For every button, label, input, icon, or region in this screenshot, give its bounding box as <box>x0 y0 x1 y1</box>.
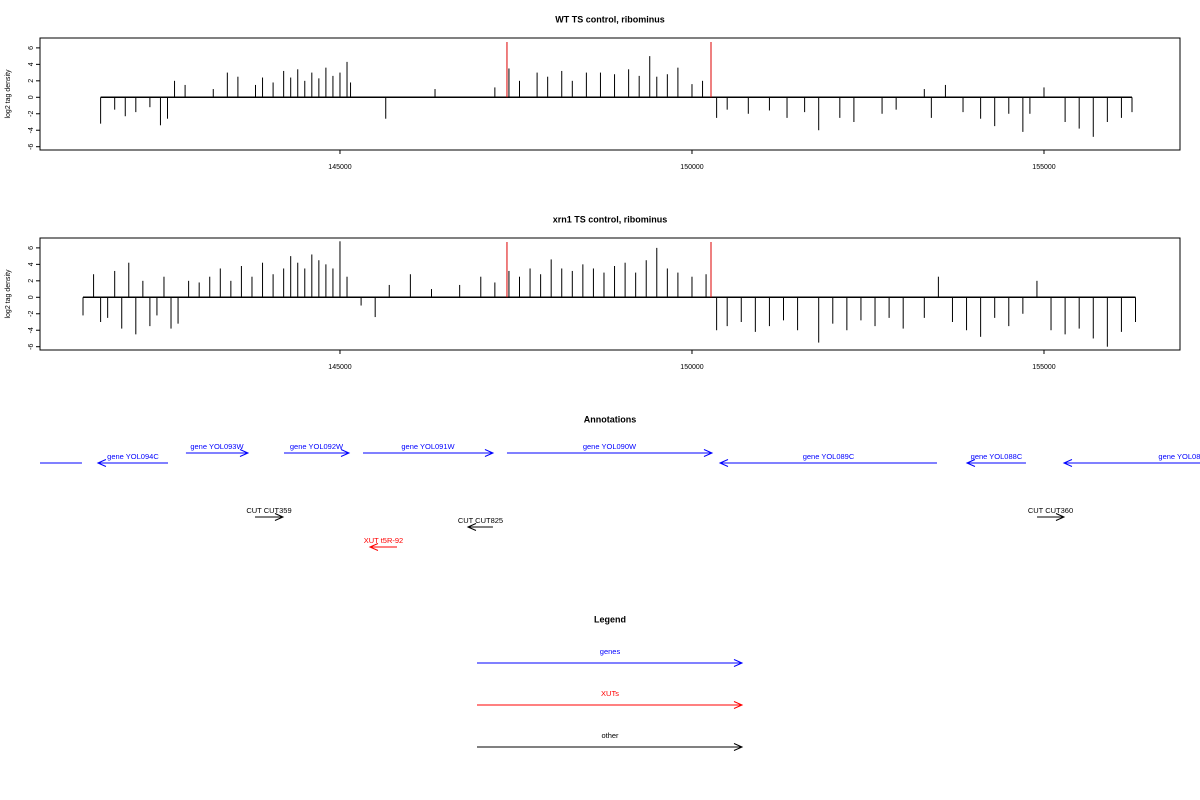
panel-title: WT TS control, ribominus <box>555 14 665 24</box>
feature-arrow <box>185 449 250 457</box>
arrow-head <box>733 701 744 709</box>
y-tick-label: 6 <box>28 46 35 50</box>
feature-label: gene YOL092W <box>290 442 344 451</box>
legend-label: other <box>601 731 619 740</box>
arrow-head <box>96 459 107 467</box>
y-axis-title: log2 tag density <box>5 269 12 319</box>
feature-arrow <box>1037 513 1066 521</box>
arrow-head <box>1055 513 1066 521</box>
x-tick-label: 145000 <box>328 364 351 371</box>
y-tick-label: -6 <box>28 143 35 149</box>
y-tick-label: 0 <box>28 295 35 299</box>
x-tick-label: 150000 <box>680 164 703 171</box>
x-tick-label: 155000 <box>1032 164 1055 171</box>
feature-label: CUT CUT360 <box>1028 506 1073 515</box>
feature-label: CUT CUT359 <box>246 506 291 515</box>
arrow-head <box>484 449 495 457</box>
arrow-head <box>965 459 976 467</box>
feature-label: gene YOL091W <box>401 442 455 451</box>
y-tick-label: -4 <box>28 327 35 333</box>
feature-arrow <box>965 459 1026 467</box>
arrow-head <box>239 449 250 457</box>
arrow-head <box>466 523 477 531</box>
legend-label: XUTs <box>601 689 619 698</box>
y-axis-title: log2 tag density <box>5 69 12 119</box>
feature-label: gene YOL088C <box>971 452 1023 461</box>
y-tick-label: 4 <box>28 262 35 266</box>
arrow-head <box>733 743 744 751</box>
feature-arrow <box>96 459 168 467</box>
feature-arrow <box>362 449 495 457</box>
annotation-track: gene YOL094C gene YOL093W gene YOL092W gene… <box>23 442 1200 551</box>
y-tick-label: 4 <box>28 62 35 66</box>
legend-arrow <box>477 743 744 751</box>
feature-arrow <box>1062 459 1200 467</box>
y-tick-label: -4 <box>28 127 35 133</box>
feature-arrow <box>23 460 82 467</box>
feature-arrow <box>466 523 493 531</box>
feature-arrow <box>368 543 398 551</box>
feature-label: XUT t5R-92 <box>364 536 403 545</box>
feature-arrow <box>718 459 937 467</box>
panel-title: xrn1 TS control, ribominus <box>553 214 668 224</box>
y-tick-label: -2 <box>28 311 35 317</box>
legend-arrow <box>477 659 744 667</box>
arrow-head <box>368 543 379 551</box>
feature-label: CUT CUT825 <box>458 516 503 525</box>
feature-arrow <box>506 449 714 457</box>
feature-label: gene YOL093W <box>190 442 244 451</box>
feature-arrow <box>284 449 351 457</box>
feature-label: gene YOL090W <box>583 442 637 451</box>
legend-label: genes <box>600 647 621 656</box>
legend-title: Legend <box>594 614 626 624</box>
feature-label: gene YOL094C <box>107 452 159 461</box>
y-tick-label: -6 <box>28 343 35 349</box>
plot-frame <box>39 37 1181 151</box>
feature-label: gene YOL087C <box>1158 452 1200 461</box>
arrow-head <box>733 659 744 667</box>
y-tick-label: 2 <box>28 279 35 283</box>
legend-arrow <box>477 701 744 709</box>
y-tick-label: 0 <box>28 95 35 99</box>
arrow-head <box>703 449 714 457</box>
arrow-head <box>23 460 31 467</box>
y-tick-label: 2 <box>28 79 35 83</box>
x-tick-label: 145000 <box>328 164 351 171</box>
arrow-head <box>340 449 351 457</box>
arrow-head <box>274 513 285 521</box>
arrow-head <box>718 459 729 467</box>
annotation-title: Annotations <box>584 414 637 424</box>
y-tick-label: 6 <box>28 246 35 250</box>
y-tick-label: -2 <box>28 111 35 117</box>
x-tick-label: 155000 <box>1032 364 1055 371</box>
feature-arrow <box>255 513 285 521</box>
arrow-head <box>1062 459 1073 467</box>
plot-frame <box>39 237 1181 351</box>
x-tick-label: 150000 <box>680 364 703 371</box>
feature-label: gene YOL089C <box>803 452 855 461</box>
